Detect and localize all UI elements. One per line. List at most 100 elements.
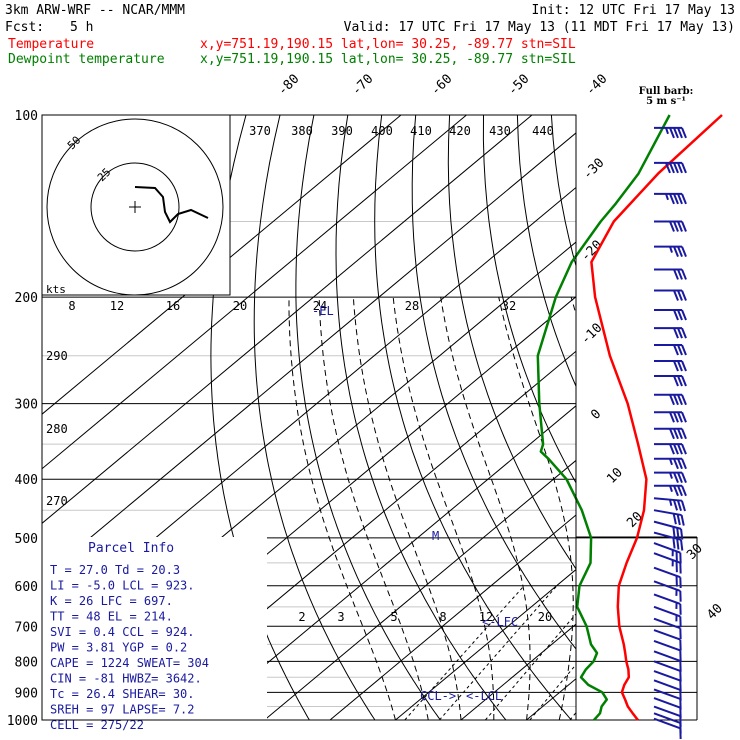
parcel-info-row: SREH = 97 LAPSE= 7.2 [50,703,195,717]
wind-barb [654,374,687,387]
mixing-ratio-label-lower: 5 [390,610,397,624]
wind-barb-flag [673,290,679,301]
wind-barb-flag [680,539,684,551]
wind-barb [654,344,687,356]
moist-adiabat-line [690,297,740,720]
mixing-ratio-label-lower: 2 [298,610,305,624]
theta-label: 410 [410,124,432,138]
legend-temperature-info: x,y=751.19,190.15 lat,lon= 30.25, -89.77… [200,37,576,52]
wind-barb-staff [653,605,681,618]
theta-label: 400 [371,124,393,138]
mixing-ratio-label-lower: 12 [479,610,493,624]
wind-barb-staff [653,580,681,592]
parcel-info-row: CIN = -81 HWBZ= 3642. [50,672,202,686]
temperature-profile [590,114,723,721]
theta-label: 440 [532,124,554,138]
wind-barb-staff [653,639,681,652]
wind-barb [653,617,682,640]
plot-frame [41,114,577,721]
wind-barb [653,593,682,615]
isotherm-line [198,405,576,720]
moist-adiabat-line [288,297,396,720]
mixing-ratio-label: 16 [166,299,180,313]
wind-barb-staff [653,712,681,724]
parcel-info-row: Tc = 26.4 SHEAR= 30. [50,687,195,701]
level-marker-ccl: CCL-> [420,689,456,703]
parcel-info-background [42,537,267,720]
isotherm-line [42,115,467,470]
isotherm-line [264,459,576,720]
isotherm-line [42,115,533,524]
hodograph: 25 50 kts [41,114,231,296]
wind-barb-flag [677,193,683,205]
wind-barb [654,245,687,257]
wind-barb-flag [677,162,683,174]
theta-label-left: 270 [46,494,68,508]
wind-barb [654,192,687,205]
wind-barb-flag [677,458,683,470]
mixing-ratio-line [485,613,576,720]
wind-barb-half [665,127,669,135]
parcel-info-title: Parcel Info [88,541,174,556]
wind-barb-staff [653,705,681,718]
moist-adiabat-line [440,297,531,720]
wind-barb-staff [653,566,681,579]
pressure-tick-label: 100 [15,109,38,124]
theta-label: 390 [331,124,353,138]
wind-barb-flag [665,162,671,174]
wind-barb-flag [669,221,675,232]
theta-label: 420 [449,124,471,138]
wind-barb-flag [681,269,687,280]
wind-barb [654,308,687,321]
wind-barb-flag [676,527,680,539]
theta-label: 430 [489,124,511,138]
temperature-label-right: 0 [588,407,604,423]
wind-barb [654,327,687,339]
wind-barb [653,520,684,540]
wind-barb-flag [673,327,679,339]
dry-adiabat-line [411,115,576,650]
wind-barb-flag [673,344,679,356]
wind-barb-flag [669,443,675,455]
wind-barb-half [669,246,673,253]
wind-barb [653,670,682,692]
wind-barb-flag [681,472,687,483]
wind-barb-flag [676,514,681,526]
init-time: Init: 12 UTC Fri 17 May 13 [532,3,736,18]
isotherm-line [395,568,576,720]
wind-barb-flag [681,428,687,440]
theta-label: 370 [249,124,271,138]
hodograph-ring-inner [90,162,180,252]
wind-barb-flag [677,127,683,139]
pressure-tick-label: 200 [15,291,38,306]
wind-barb-flag [681,309,687,321]
wind-barb-flag [673,443,679,455]
hodograph-units: kts [46,283,66,296]
wind-barb [653,580,682,602]
wind-barb-half [669,485,673,493]
parcel-info-row: SVI = 0.4 CCL = 924. [50,625,195,639]
wind-barb [654,161,687,174]
wind-barb-flag [676,538,680,550]
wind-barb-flag [681,221,687,232]
wind-barb-flag [681,394,687,406]
wind-barb [654,484,687,497]
wind-barb-staff [653,717,681,730]
pressure-tick-label: 500 [15,532,38,547]
wind-barb-flag [681,162,687,174]
temperature-label-right: 30 [684,541,706,563]
dry-adiabat-line [335,115,507,720]
temperature-label-top: -50 [505,72,532,99]
wind-barb [654,427,687,440]
wind-barb-flag [673,485,679,497]
wind-barb-flag [673,428,679,440]
pressure-tick-label: 700 [15,620,38,635]
dewpoint-profile [536,114,671,721]
dry-adiabat-line [516,115,576,388]
wind-barb-flag [673,221,679,232]
isotherm-line [329,514,576,720]
legend-temperature-name: Temperature [8,37,94,52]
wind-barb-layer [653,126,687,740]
